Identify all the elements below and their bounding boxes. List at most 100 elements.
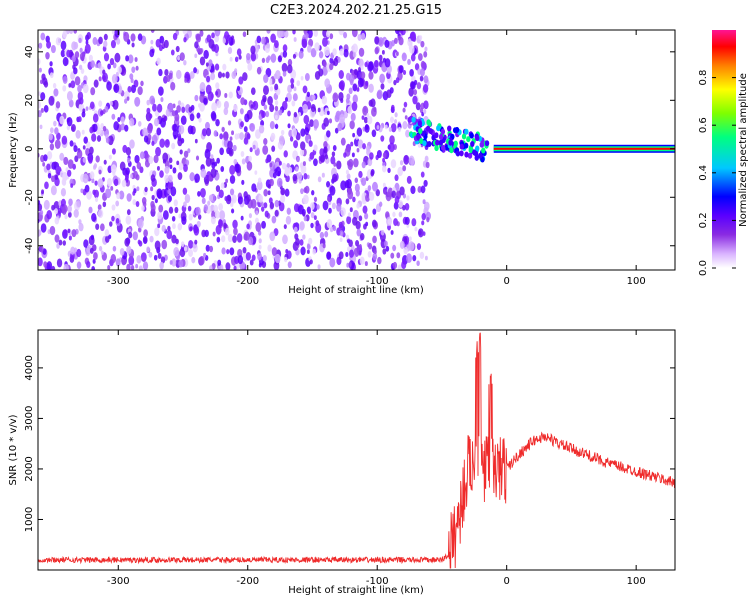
heatmap-cell: [463, 142, 469, 149]
spectrogram-frame: [37, 29, 676, 271]
heatmap-cell: [343, 152, 347, 158]
heatmap-cell: [411, 116, 416, 123]
heatmap-cell: [136, 161, 142, 170]
heatmap-cell: [375, 189, 380, 197]
heatmap-cell: [328, 118, 333, 124]
heatmap-cell: [214, 210, 220, 219]
colorbar-tick-label: 0.4: [698, 165, 709, 181]
heatmap-cell: [281, 162, 287, 170]
heatmap-cell: [282, 234, 288, 245]
heatmap-cell: [366, 112, 370, 118]
heatmap-cell: [273, 73, 278, 80]
heatmap-cell: [127, 54, 134, 64]
heatmap-cell: [115, 258, 121, 267]
heatmap-cell: [54, 127, 59, 135]
heatmap-cell: [106, 178, 113, 187]
heatmap-cell: [129, 139, 135, 149]
heatmap-cell: [309, 119, 314, 128]
heatmap-cell: [340, 98, 344, 104]
heatmap-cell: [76, 261, 82, 270]
heatmap-cell: [321, 95, 328, 105]
heatmap-cell: [240, 121, 244, 128]
heatmap-cell: [426, 216, 430, 223]
heatmap-cell: [330, 156, 336, 165]
heatmap-cell: [258, 124, 265, 134]
heatmap-cell: [66, 91, 73, 101]
heatmap-cell: [293, 140, 299, 149]
heatmap-cell: [345, 169, 349, 175]
heatmap-cell: [74, 155, 79, 163]
heatmap-cell: [252, 144, 256, 150]
heatmap-cell: [100, 250, 104, 256]
heatmap-cell: [293, 111, 298, 118]
heatmap-cell: [124, 124, 129, 132]
heatmap-cell: [38, 58, 41, 65]
heatmap-cell: [310, 222, 314, 229]
x-tick-label: -100: [366, 276, 389, 287]
heatmap-cell: [252, 100, 259, 111]
heatmap-cell: [218, 218, 223, 227]
heatmap-cell: [98, 245, 103, 252]
heatmap-cell: [393, 201, 399, 210]
heatmap-cell: [372, 252, 378, 261]
heatmap-cell: [303, 114, 310, 125]
heatmap-cell: [287, 261, 292, 269]
heatmap-cell: [95, 197, 99, 203]
heatmap-cell: [347, 189, 354, 200]
heatmap-cell: [394, 119, 397, 124]
heatmap-cell: [173, 134, 177, 140]
heatmap-cell: [368, 71, 374, 80]
heatmap-cell: [376, 149, 382, 159]
heatmap-cell: [221, 247, 226, 255]
heatmap-cell: [405, 30, 409, 33]
heatmap-cell: [329, 185, 336, 196]
heatmap-cell: [133, 170, 138, 179]
heatmap-cell: [470, 141, 475, 148]
heatmap-cell: [356, 228, 362, 237]
heatmap-cell: [167, 174, 173, 183]
heatmap-cell: [280, 194, 286, 203]
heatmap-cell: [378, 54, 383, 61]
heatmap-cell: [149, 113, 153, 119]
heatmap-cell: [229, 247, 235, 256]
heatmap-cell: [402, 107, 406, 113]
heatmap-cell: [406, 175, 412, 184]
heatmap-cell: [293, 37, 297, 42]
heatmap-cell: [391, 135, 395, 141]
heatmap-cell: [60, 188, 67, 197]
heatmap-cell: [103, 52, 110, 62]
heatmap-cell: [345, 198, 350, 205]
heatmap-cell: [399, 160, 404, 166]
y-tick-label: -20: [24, 189, 35, 205]
heatmap-cell: [177, 55, 181, 61]
heatmap-cell: [179, 247, 186, 258]
heatmap-cell: [329, 33, 334, 40]
heatmap-cell: [393, 37, 398, 45]
heatmap-cell: [352, 94, 358, 104]
heatmap-cell: [297, 111, 302, 117]
heatmap-cell: [173, 199, 178, 207]
heatmap-cell: [417, 120, 423, 127]
heatmap-cell: [367, 185, 372, 191]
heatmap-cell: [261, 110, 266, 119]
heatmap-cell: [73, 145, 78, 153]
heatmap-cell: [367, 251, 372, 258]
x-tick-label: -300: [107, 576, 130, 587]
heatmap-cell: [97, 178, 104, 188]
heatmap-cell: [120, 123, 125, 131]
heatmap-cell: [109, 100, 113, 106]
heatmap-cell: [97, 204, 102, 211]
heatmap-cell: [124, 98, 128, 104]
heatmap-cell: [61, 135, 68, 145]
heatmap-cell: [423, 201, 430, 211]
heatmap-cell: [222, 131, 229, 141]
heatmap-cell: [263, 138, 268, 146]
heatmap-cell: [67, 211, 72, 218]
heatmap-cell: [67, 228, 71, 234]
heatmap-cell: [384, 124, 388, 130]
heatmap-cell: [361, 115, 365, 120]
heatmap-cell: [125, 167, 130, 175]
heatmap-cell: [150, 30, 155, 34]
heatmap-cell: [254, 170, 258, 175]
colorbar-ticks: 0.0 0.2 0.4 0.6 0.8: [698, 70, 736, 276]
